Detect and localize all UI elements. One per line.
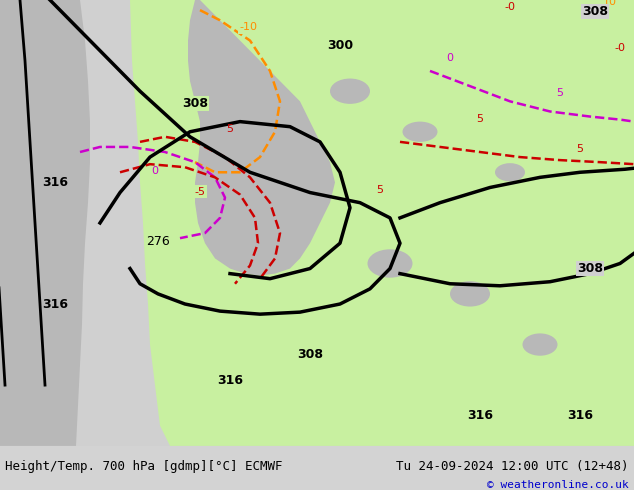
Text: 300: 300 — [327, 39, 353, 52]
Text: 316: 316 — [42, 297, 68, 311]
Polygon shape — [130, 0, 634, 446]
Text: 5: 5 — [557, 88, 564, 98]
Text: 5: 5 — [576, 144, 583, 154]
Text: Height/Temp. 700 hPa [gdmp][°C] ECMWF: Height/Temp. 700 hPa [gdmp][°C] ECMWF — [5, 460, 283, 473]
Text: 308: 308 — [582, 5, 608, 18]
Ellipse shape — [403, 122, 437, 142]
Text: 0: 0 — [446, 53, 453, 63]
Text: 316: 316 — [217, 373, 243, 387]
Text: 0: 0 — [152, 166, 158, 176]
Text: 10: 10 — [603, 0, 617, 7]
Text: 5: 5 — [377, 185, 384, 195]
Text: 308: 308 — [297, 348, 323, 361]
Ellipse shape — [330, 78, 370, 104]
Text: 308: 308 — [182, 97, 208, 110]
Text: -10: -10 — [239, 23, 257, 32]
Text: -5: -5 — [195, 187, 205, 196]
Text: 5: 5 — [226, 124, 233, 134]
Text: 316: 316 — [467, 409, 493, 422]
Text: 5: 5 — [477, 114, 484, 123]
Text: -0: -0 — [505, 2, 515, 12]
Ellipse shape — [495, 163, 525, 181]
Text: Tu 24-09-2024 12:00 UTC (12+48): Tu 24-09-2024 12:00 UTC (12+48) — [396, 460, 629, 473]
Polygon shape — [0, 0, 90, 446]
Ellipse shape — [368, 249, 413, 278]
Ellipse shape — [522, 333, 557, 356]
Text: -0: -0 — [614, 43, 626, 52]
Text: 316: 316 — [42, 176, 68, 189]
Text: © weatheronline.co.uk: © weatheronline.co.uk — [488, 480, 629, 490]
Text: 308: 308 — [577, 262, 603, 275]
Polygon shape — [188, 0, 335, 276]
Text: 276: 276 — [146, 235, 170, 248]
Text: 316: 316 — [567, 409, 593, 422]
Ellipse shape — [450, 281, 490, 307]
